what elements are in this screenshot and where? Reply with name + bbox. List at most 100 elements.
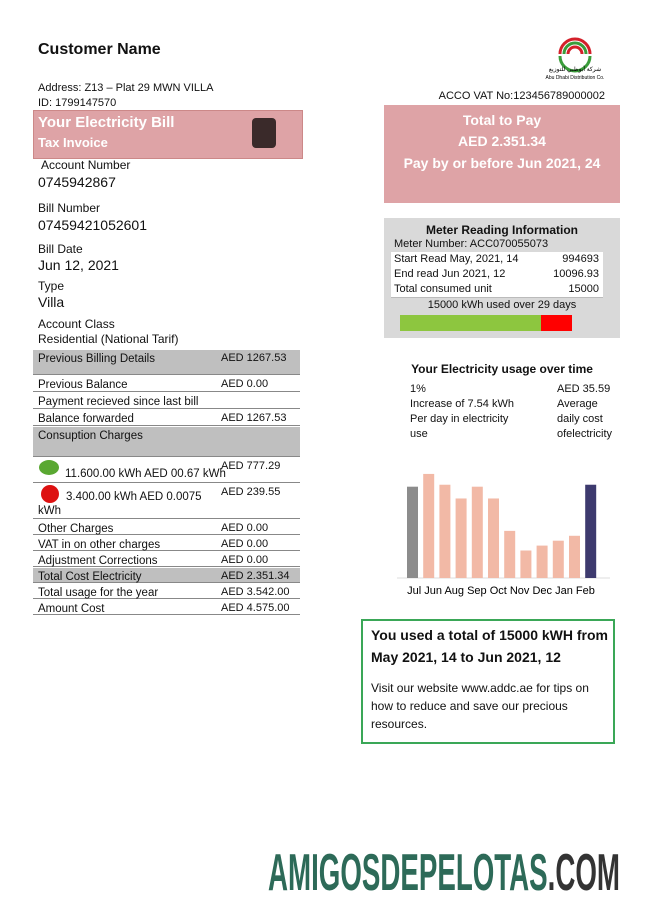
- row-value: AED 0.00: [221, 378, 269, 390]
- bar: [439, 484, 451, 578]
- table-row: Total usage for the year AED 3.542.00: [33, 584, 300, 599]
- table-row: Payment recieved since last bill: [33, 393, 300, 409]
- table-row: Total Cost Electricity AED 2.351.34: [33, 568, 300, 583]
- check-icon: [39, 460, 59, 475]
- summary-box: You used a total of 15000 kWH from May 2…: [361, 619, 615, 744]
- field-label: Type: [38, 279, 65, 293]
- usage-title: Your Electricity usage over time: [411, 362, 593, 376]
- row-value: AED 1267.53: [221, 352, 287, 364]
- customer-id: ID: 1799147570: [38, 97, 117, 109]
- meter-label: End read Jun 2021, 12: [394, 268, 506, 280]
- watermark-main: AMIGOSDEPELOTAS: [268, 844, 548, 898]
- usage-right: daily cost: [557, 413, 603, 425]
- watermark-suffix: .COM: [548, 844, 620, 898]
- meter-value: 994693: [562, 253, 599, 265]
- alert-icon: [41, 485, 59, 503]
- meter-title: Meter Reading Information: [425, 223, 578, 237]
- field-value: Villa: [38, 294, 65, 310]
- meter-number: Meter Number: ACC070055073: [394, 238, 549, 250]
- summary-headline: May 2021, 14 to Jun 2021, 12: [371, 649, 561, 665]
- row-value: AED 4.575.00: [221, 602, 290, 614]
- field-label: Account Number: [41, 158, 131, 172]
- summary-body: resources.: [371, 717, 428, 731]
- meter-label: Total consumed unit: [394, 283, 492, 295]
- field-value: 07459421052601: [38, 217, 148, 233]
- usage-left: Increase of 7.54 kWh: [410, 398, 514, 410]
- meter-row: Start Read May, 2021, 14 994693: [391, 252, 603, 268]
- table-row: Consuption Charges: [33, 427, 300, 457]
- usage-left: use: [410, 428, 428, 440]
- field-label: Bill Date: [38, 242, 83, 256]
- row-label: Other Charges: [38, 523, 114, 535]
- summary-body: how to reduce and save our precious: [371, 699, 568, 713]
- table-row: 11.600.00 kWh AED 00.67 kWh AED 777.29: [33, 458, 300, 483]
- bar: [423, 473, 435, 578]
- row-value: AED 0.00: [221, 554, 269, 566]
- row-label: 11.600.00 kWh AED 00.67 kWh: [65, 468, 226, 480]
- row-value: AED 1267.53: [221, 412, 287, 424]
- row-label: Previous Billing Details: [38, 353, 155, 365]
- table-row: 3.400.00 kWh AED 0.0075 kWh AED 239.55: [33, 484, 300, 519]
- field-value: 0745942867: [38, 174, 116, 190]
- bar: [488, 498, 499, 578]
- meter-label: Start Read May, 2021, 14: [394, 253, 519, 265]
- usage-left: Per day in electricity: [410, 413, 509, 425]
- row-value: AED 2.351.34: [221, 570, 290, 582]
- bar: [536, 545, 548, 578]
- meter-value: 10096.93: [553, 268, 599, 280]
- field-value: Residential (National Tarif): [38, 332, 179, 346]
- row-label: Consuption Charges: [38, 430, 143, 442]
- usage-chart: Jul Jun Aug Sep Oct Nov Dec Jan Feb: [397, 473, 610, 597]
- meter-row: End read Jun 2021, 12 10096.93: [391, 267, 603, 283]
- usage-right: AED 35.59: [557, 383, 611, 395]
- usage-right: ofelectricity: [557, 428, 613, 440]
- meter-row: Total consumed unit 15000: [391, 282, 603, 298]
- field-label: Account Class: [38, 317, 115, 331]
- bar: [569, 535, 580, 578]
- watermark: AMIGOSDEPELOTAS.COM: [268, 844, 620, 898]
- row-label: Adjustment Corrections: [38, 555, 158, 567]
- customer-name: Customer Name: [38, 41, 161, 58]
- bill-icon: [252, 118, 276, 148]
- logo-arabic: شركة أبوظبي للتوزيع: [549, 64, 601, 73]
- progress-rest: [541, 315, 572, 331]
- bar: [407, 486, 418, 578]
- table-row: Amount Cost AED 4.575.00: [33, 600, 300, 615]
- vat-number: ACCO VAT No:123456789000002: [438, 90, 605, 102]
- bar: [504, 530, 516, 578]
- summary-headline: You used a total of 15000 kWH from: [371, 627, 609, 643]
- row-value: AED 0.00: [221, 538, 269, 550]
- usage-left: 1%: [410, 383, 426, 395]
- logo-english: Abu Dhabi Distribution Co.: [546, 75, 605, 81]
- total-due: Pay by or before Jun 2021, 24: [403, 155, 601, 171]
- usage-right: Average: [557, 398, 598, 410]
- row-label: Balance forwarded: [38, 413, 134, 425]
- bar: [520, 550, 532, 578]
- bar: [552, 540, 564, 578]
- row-label: Amount Cost: [38, 603, 105, 615]
- bar: [455, 498, 467, 578]
- progress-used: [400, 315, 541, 331]
- summary-body: Visit our website www.addc.ae for tips o…: [371, 681, 589, 695]
- field-value: Jun 12, 2021: [38, 257, 119, 273]
- row-label: Total usage for the year: [38, 587, 159, 599]
- row-label: Previous Balance: [38, 379, 128, 391]
- bar: [471, 486, 483, 578]
- row-label: Payment recieved since last bill: [38, 396, 199, 408]
- row-value: AED 239.55: [221, 486, 281, 498]
- watermark-text: AMIGOSDEPELOTAS.COM: [268, 844, 620, 898]
- meter-box: Meter Reading Information Meter Number: …: [384, 218, 620, 338]
- logo: شركة أبوظبي للتوزيع Abu Dhabi Distributi…: [546, 37, 605, 81]
- bill-title: Your Electricity Bill: [38, 114, 175, 131]
- row-label: VAT in on other charges: [38, 539, 161, 551]
- row-label: Total Cost Electricity: [38, 571, 142, 583]
- bill-box: Your Electricity Bill Tax Invoice: [33, 110, 303, 159]
- row-label: 3.400.00 kWh AED 0.0075 kWh: [38, 491, 202, 517]
- table-row: Other Charges AED 0.00: [33, 520, 300, 535]
- meter-summary: 15000 kWh used over 29 days: [427, 299, 577, 311]
- total-box: Total to Pay AED 2.351.34 Pay by or befo…: [384, 105, 620, 203]
- total-amount: AED 2.351.34: [458, 133, 546, 149]
- row-value: AED 3.542.00: [221, 586, 290, 598]
- x-label: Jul Jun Aug Sep Oct Nov Dec Jan Feb: [407, 585, 595, 597]
- row-value: AED 777.29: [221, 460, 281, 472]
